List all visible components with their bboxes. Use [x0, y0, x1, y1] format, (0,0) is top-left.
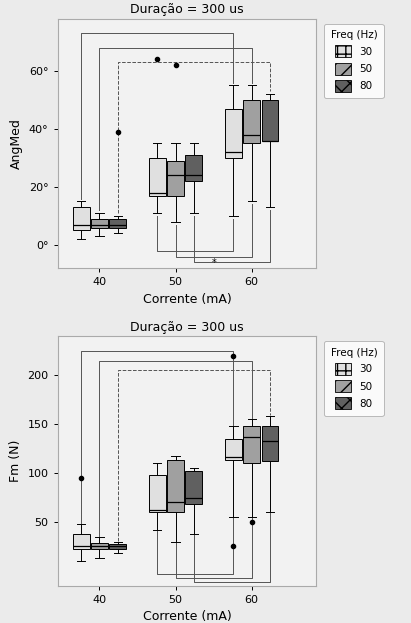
PathPatch shape — [262, 426, 278, 462]
Title: Duração = 300 us: Duração = 300 us — [130, 321, 244, 333]
Y-axis label: Fm (N): Fm (N) — [9, 440, 22, 482]
PathPatch shape — [73, 207, 90, 231]
PathPatch shape — [109, 219, 126, 227]
PathPatch shape — [225, 108, 242, 158]
Y-axis label: AngMed: AngMed — [10, 118, 23, 169]
PathPatch shape — [185, 471, 202, 505]
PathPatch shape — [262, 100, 278, 141]
PathPatch shape — [109, 543, 126, 549]
X-axis label: Corrente (mA): Corrente (mA) — [143, 293, 231, 306]
PathPatch shape — [185, 155, 202, 181]
Legend: 30, 50, 80: 30, 50, 80 — [324, 341, 383, 416]
PathPatch shape — [225, 439, 242, 460]
PathPatch shape — [91, 219, 108, 227]
PathPatch shape — [243, 100, 260, 143]
PathPatch shape — [149, 475, 166, 512]
PathPatch shape — [91, 543, 108, 549]
Title: Duração = 300 us: Duração = 300 us — [130, 3, 244, 16]
Text: *: * — [211, 258, 216, 268]
PathPatch shape — [167, 161, 184, 196]
PathPatch shape — [243, 426, 260, 464]
PathPatch shape — [73, 534, 90, 549]
PathPatch shape — [149, 158, 166, 196]
PathPatch shape — [167, 460, 184, 512]
Legend: 30, 50, 80: 30, 50, 80 — [324, 24, 383, 98]
X-axis label: Corrente (mA): Corrente (mA) — [143, 610, 231, 623]
